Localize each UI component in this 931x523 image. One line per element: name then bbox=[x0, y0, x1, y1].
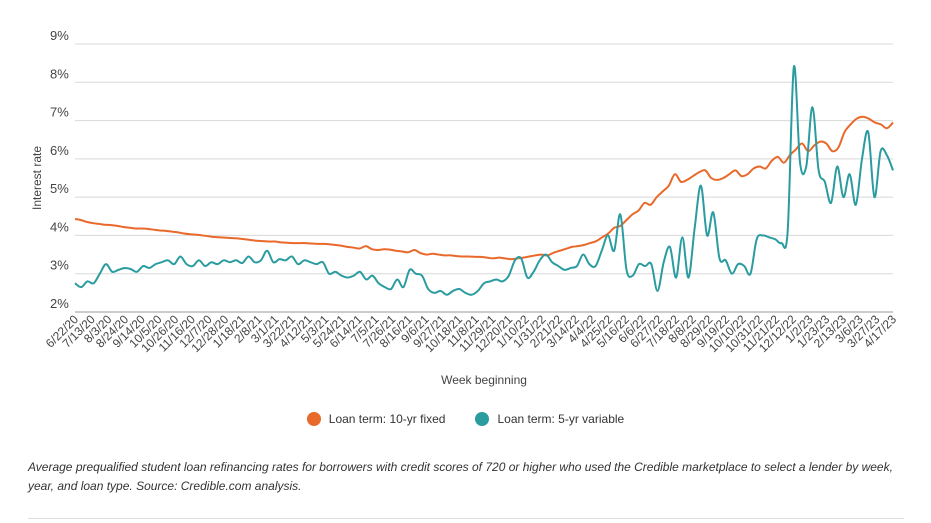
series-line-5yr-variable bbox=[74, 65, 894, 296]
series-line-10yr-fixed bbox=[74, 115, 894, 261]
y-tick-label: 5% bbox=[50, 181, 69, 196]
x-axis-ticks: 6/22/207/13/208/3/208/24/209/14/2010/5/2… bbox=[43, 312, 899, 355]
y-tick-label: 7% bbox=[50, 105, 69, 120]
y-tick-label: 6% bbox=[50, 143, 69, 158]
divider bbox=[28, 518, 904, 519]
chart-svg: 2% 3% 4% 5% 6% 7% 8% 9% 6/22/207/13/208/3/208/2… bbox=[30, 28, 899, 387]
y-tick-label: 8% bbox=[50, 66, 69, 81]
y-tick-label: 2% bbox=[50, 296, 69, 311]
y-axis-title: Interest rate bbox=[30, 146, 44, 210]
x-axis-title: Week beginning bbox=[441, 373, 527, 387]
legend-label-10yr-fixed: Loan term: 10-yr fixed bbox=[328, 412, 446, 426]
y-tick-label: 3% bbox=[50, 258, 69, 273]
legend-swatch-5yr-variable-icon bbox=[475, 412, 490, 426]
chart: 2% 3% 4% 5% 6% 7% 8% 9% 6/22/20 7/13/20 8/3/20 8/2… bbox=[30, 28, 899, 387]
chart-caption: Average prequalified student loan refina… bbox=[28, 460, 893, 493]
legend-item-10yr-fixed[interactable]: Loan term: 10-yr fixed bbox=[306, 412, 446, 426]
series-lines bbox=[74, 65, 894, 296]
legend: Loan term: 10-yr fixed Loan term: 5-yr v… bbox=[0, 412, 931, 426]
legend-item-5yr-variable[interactable]: Loan term: 5-yr variable bbox=[475, 412, 624, 426]
y-tick-label: 9% bbox=[50, 28, 69, 43]
gridlines bbox=[75, 43, 893, 313]
y-axis-ticks: 2% 3% 4% 5% 6% 7% 8% 9% bbox=[50, 28, 69, 311]
legend-swatch-10yr-fixed-icon bbox=[306, 412, 321, 426]
legend-label-5yr-variable: Loan term: 5-yr variable bbox=[497, 412, 625, 426]
y-tick-label: 4% bbox=[50, 219, 69, 234]
